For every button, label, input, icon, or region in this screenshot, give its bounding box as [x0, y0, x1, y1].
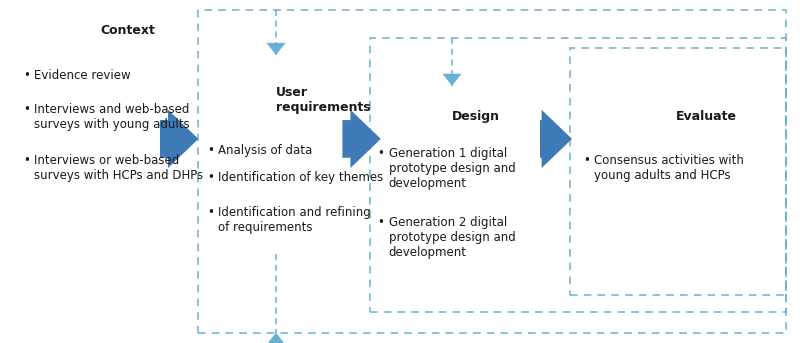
- Text: Analysis of data: Analysis of data: [218, 144, 313, 157]
- Text: Identification of key themes: Identification of key themes: [218, 172, 384, 185]
- Text: Evaluate: Evaluate: [676, 110, 737, 123]
- Text: Identification and refining
of requirements: Identification and refining of requireme…: [218, 206, 371, 234]
- Polygon shape: [266, 43, 286, 55]
- Bar: [570, 48, 786, 295]
- Text: Context: Context: [100, 24, 155, 37]
- Polygon shape: [442, 74, 462, 86]
- Text: •: •: [378, 216, 385, 229]
- Text: Generation 1 digital
prototype design and
development: Generation 1 digital prototype design an…: [389, 147, 515, 190]
- Text: •: •: [378, 147, 385, 161]
- Polygon shape: [266, 333, 286, 343]
- Bar: [198, 10, 786, 333]
- Text: Interviews and web-based
surveys with young adults: Interviews and web-based surveys with yo…: [34, 103, 190, 131]
- Text: Interviews or web-based
surveys with HCPs and DHPs: Interviews or web-based surveys with HCP…: [34, 154, 203, 182]
- Text: Design: Design: [452, 110, 500, 123]
- Polygon shape: [540, 110, 572, 168]
- Text: •: •: [23, 154, 30, 167]
- Text: •: •: [207, 172, 214, 185]
- Polygon shape: [160, 110, 198, 168]
- Text: Evidence review: Evidence review: [34, 69, 131, 82]
- Text: Consensus activities with
young adults and HCPs: Consensus activities with young adults a…: [594, 154, 744, 182]
- Text: •: •: [23, 69, 30, 82]
- Text: User
requirements: User requirements: [276, 86, 370, 114]
- Text: •: •: [207, 206, 214, 219]
- Text: •: •: [207, 144, 214, 157]
- Polygon shape: [342, 110, 381, 168]
- Text: Generation 2 digital
prototype design and
development: Generation 2 digital prototype design an…: [389, 216, 515, 259]
- Bar: [370, 38, 786, 312]
- Text: •: •: [23, 103, 30, 116]
- Text: •: •: [583, 154, 590, 167]
